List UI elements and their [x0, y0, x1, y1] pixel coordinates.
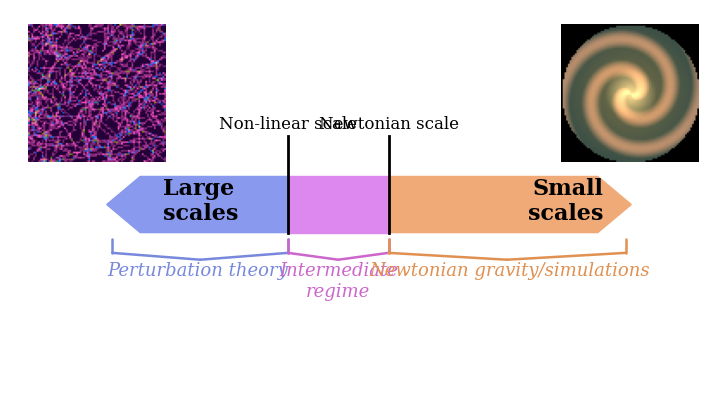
Text: Non-linear scale: Non-linear scale [219, 116, 357, 133]
FancyArrow shape [389, 177, 631, 232]
Text: Large
scales: Large scales [163, 178, 238, 225]
FancyArrow shape [107, 177, 288, 232]
Text: Small
scales: Small scales [528, 178, 603, 225]
Text: Intermediate
regime: Intermediate regime [279, 262, 397, 301]
Text: Perturbation theory: Perturbation theory [107, 262, 288, 280]
Text: Newtonian scale: Newtonian scale [318, 116, 459, 133]
Text: Newtonian gravity/simulations: Newtonian gravity/simulations [369, 262, 650, 280]
Bar [288, 177, 389, 232]
